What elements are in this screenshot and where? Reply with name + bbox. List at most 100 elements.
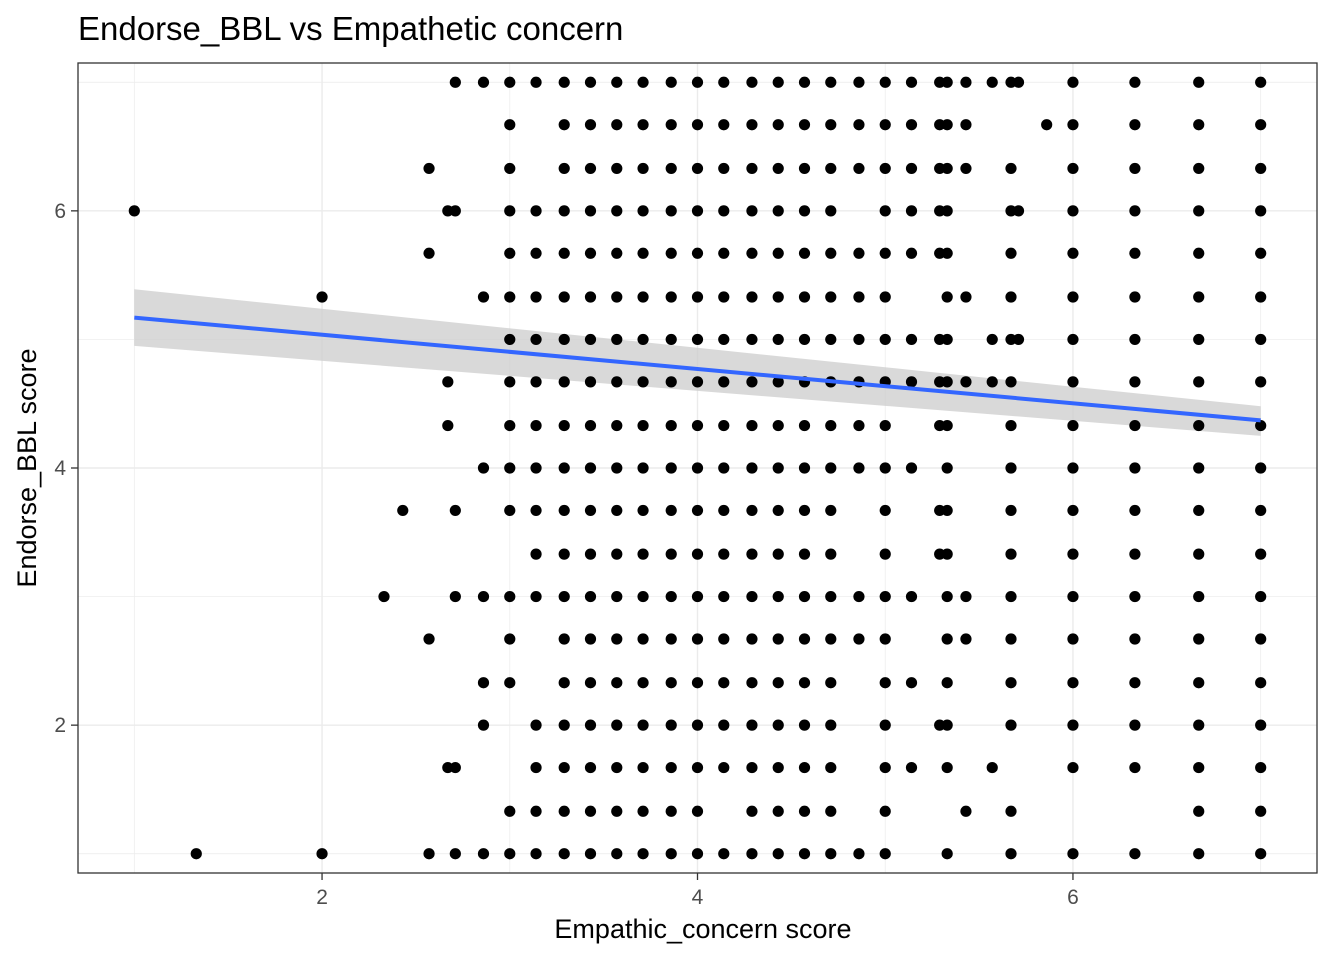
data-point: [986, 76, 998, 88]
data-point: [637, 504, 649, 517]
data-point: [665, 76, 677, 88]
data-point: [504, 376, 516, 388]
data-point: [558, 333, 570, 346]
data-point: [1129, 205, 1141, 217]
data-point: [442, 376, 454, 388]
data-point: [905, 677, 918, 689]
data-point: [960, 590, 972, 603]
data-point: [798, 677, 811, 689]
data-point: [1193, 848, 1205, 860]
data-point: [530, 848, 542, 860]
data-point: [504, 76, 516, 88]
trend-line: [134, 315, 1261, 423]
x-axis-title: Empathic_concern score: [554, 914, 851, 944]
data-point: [530, 291, 542, 303]
data-point: [1005, 719, 1017, 731]
data-point: [530, 462, 542, 474]
data-point: [772, 76, 784, 88]
data-point: [746, 633, 758, 645]
data-point: [504, 247, 516, 259]
y-tick-label: 4: [54, 457, 66, 480]
data-point: [1129, 761, 1141, 774]
data-point: [611, 376, 623, 388]
data-point: [691, 761, 704, 774]
data-point: [1193, 462, 1205, 474]
data-point: [986, 333, 998, 346]
data-point: [1255, 504, 1267, 517]
data-point: [941, 119, 953, 131]
data-point: [1193, 548, 1205, 560]
data-point: [1193, 247, 1205, 259]
data-point: [853, 590, 865, 603]
data-point: [1255, 677, 1267, 689]
data-point: [558, 504, 570, 517]
data-point: [316, 291, 328, 303]
x-axis-ticks: 2 4 6: [316, 873, 1079, 909]
data-point: [665, 761, 677, 774]
data-point: [477, 848, 490, 860]
data-point: [1005, 291, 1017, 303]
data-point: [637, 162, 649, 175]
data-point: [825, 162, 837, 175]
data-point: [637, 633, 649, 645]
data-point: [611, 419, 623, 432]
data-point: [1067, 119, 1079, 131]
data-point: [449, 205, 461, 217]
data-point: [853, 419, 865, 432]
data-point: [1255, 719, 1267, 731]
data-point: [1005, 504, 1017, 517]
data-point: [584, 333, 597, 346]
data-point: [637, 419, 649, 432]
y-tick-label: 6: [54, 200, 66, 223]
data-point: [718, 761, 730, 774]
data-point: [960, 805, 972, 817]
data-point: [825, 333, 837, 346]
data-point: [960, 633, 972, 645]
data-point: [611, 633, 623, 645]
data-point: [1193, 162, 1205, 175]
data-point: [941, 848, 953, 860]
data-point: [442, 419, 454, 432]
data-point: [637, 548, 649, 560]
data-point: [190, 848, 202, 860]
data-point: [449, 761, 461, 774]
data-point: [905, 333, 918, 346]
data-point: [1129, 76, 1141, 88]
data-point: [449, 848, 461, 860]
data-point: [718, 291, 730, 303]
data-point: [665, 805, 677, 817]
data-point: [853, 462, 865, 474]
data-point: [1255, 162, 1267, 175]
data-point: [718, 119, 730, 131]
data-point: [665, 205, 677, 217]
data-point: [691, 677, 704, 689]
data-point: [1255, 462, 1267, 474]
data-point: [879, 76, 891, 88]
data-point: [584, 761, 597, 774]
data-point: [853, 848, 865, 860]
data-point: [798, 291, 811, 303]
data-point: [128, 205, 140, 217]
data-point: [1193, 291, 1205, 303]
data-point: [772, 761, 784, 774]
data-point: [1067, 76, 1079, 88]
data-point: [665, 247, 677, 259]
data-point: [665, 504, 677, 517]
y-axis-ticks: 2 4 6: [54, 200, 78, 737]
data-point: [665, 590, 677, 603]
data-point: [637, 247, 649, 259]
data-point: [746, 590, 758, 603]
data-point: [941, 205, 953, 217]
data-point: [584, 76, 597, 88]
data-point: [1255, 291, 1267, 303]
data-point: [637, 590, 649, 603]
data-point: [691, 76, 704, 88]
data-point: [879, 205, 891, 217]
data-point: [1067, 247, 1079, 259]
data-point: [611, 548, 623, 560]
data-point: [1067, 205, 1079, 217]
data-point: [691, 205, 704, 217]
data-point: [718, 247, 730, 259]
data-point: [504, 633, 516, 645]
data-point: [825, 805, 837, 817]
